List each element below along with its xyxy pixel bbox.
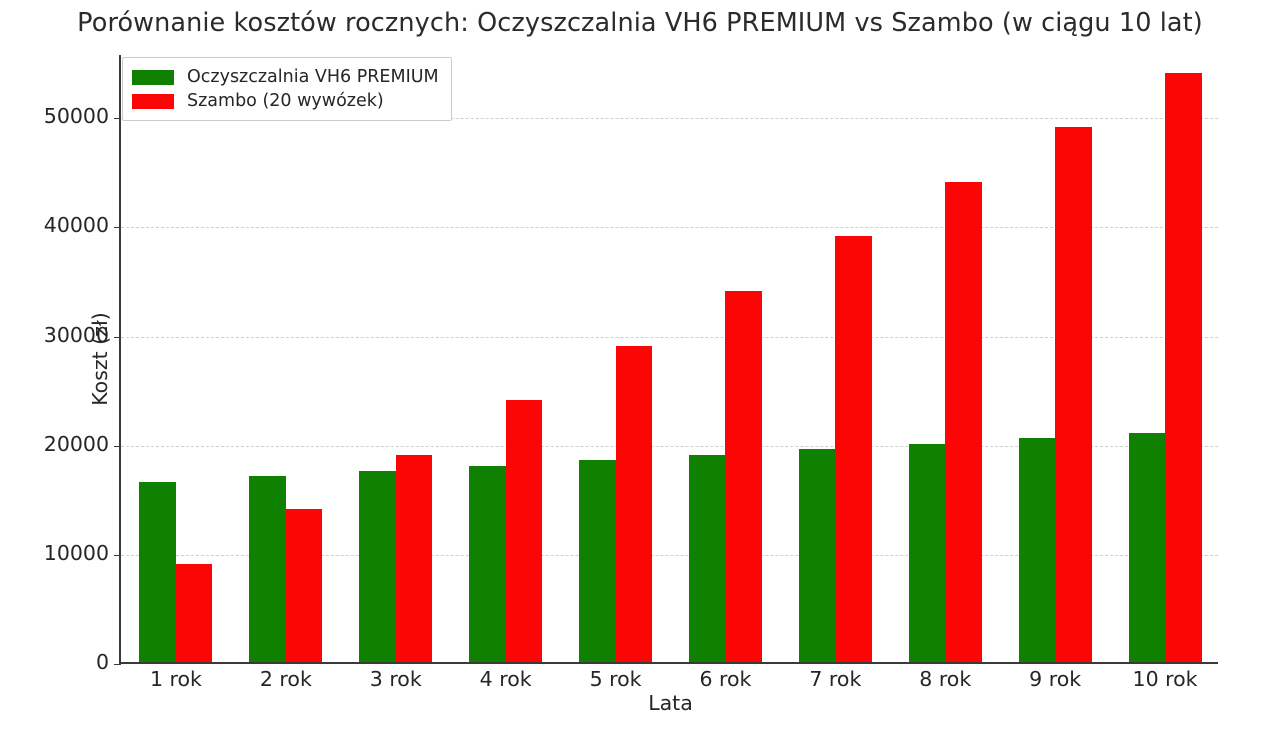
- x-tick-label: 3 rok: [369, 667, 422, 691]
- bar: [139, 481, 176, 662]
- y-tick-mark: [114, 664, 121, 665]
- y-axis-label: Koszt (zł): [87, 311, 112, 406]
- bar: [579, 460, 616, 662]
- legend-item: Szambo (20 wywózek): [132, 89, 439, 113]
- y-tick-label: 10000: [43, 540, 109, 565]
- y-tick-mark: [114, 445, 121, 447]
- x-tick-label: 10 rok: [1132, 667, 1198, 691]
- bar: [725, 290, 762, 662]
- gridline: [121, 445, 1218, 447]
- y-tick-label: 30000: [43, 322, 109, 347]
- y-tick-label: 20000: [43, 431, 109, 456]
- gridline: [121, 118, 1218, 120]
- bar: [249, 476, 286, 662]
- y-tick-mark: [114, 118, 121, 120]
- x-tick-label: 8 rok: [919, 667, 972, 691]
- y-tick-mark: [114, 227, 121, 229]
- y-tick-label: 0: [95, 650, 109, 674]
- bar: [285, 509, 323, 662]
- x-tick-label: 2 rok: [259, 667, 312, 691]
- bar: [835, 236, 872, 662]
- plot-area: 0 10000 20000 30000 40000 50000 1 rok 2 rok 3 r…: [44, 55, 1218, 715]
- gridline: [121, 227, 1218, 229]
- bar: [175, 563, 213, 662]
- bar: [615, 345, 653, 662]
- y-tick-mark: [114, 554, 121, 556]
- bar: [1018, 438, 1056, 662]
- bar: [359, 471, 396, 662]
- x-tick-label: 1 rok: [149, 667, 202, 691]
- bar: [505, 400, 543, 662]
- gridline: [121, 554, 1218, 556]
- chart-title: Porównanie kosztów rocznych: Oczyszczaln…: [77, 8, 1203, 38]
- y-tick-label: 50000: [43, 104, 109, 129]
- gridline: [121, 336, 1218, 338]
- bar: [469, 465, 506, 662]
- legend-item: Oczyszczalnia VH6 PREMIUM: [132, 65, 439, 89]
- y-tick-mark: [114, 336, 121, 338]
- bar: [395, 454, 433, 662]
- bar: [1055, 127, 1092, 662]
- bar: [1165, 72, 1202, 662]
- legend-label: Oczyszczalnia VH6 PREMIUM: [187, 67, 439, 87]
- bar: [798, 449, 836, 662]
- x-tick-label: 9 rok: [1029, 667, 1082, 691]
- bar: [908, 443, 946, 662]
- y-tick-label: 40000: [43, 213, 109, 238]
- chart-legend: Oczyszczalnia VH6 PREMIUM Szambo (20 wywó…: [122, 57, 452, 121]
- x-tick-label: 4 rok: [479, 667, 532, 691]
- bar: [945, 181, 982, 662]
- x-tick-label: 7 rok: [809, 667, 862, 691]
- bar: [688, 454, 726, 662]
- legend-label: Szambo (20 wywózek): [187, 91, 384, 111]
- x-tick-label: 5 rok: [589, 667, 642, 691]
- x-axis-label: Lata: [648, 691, 693, 715]
- legend-color-swatch: [132, 69, 174, 85]
- x-tick-label: 6 rok: [699, 667, 752, 691]
- legend-color-swatch: [132, 93, 174, 109]
- bar: [1128, 432, 1166, 662]
